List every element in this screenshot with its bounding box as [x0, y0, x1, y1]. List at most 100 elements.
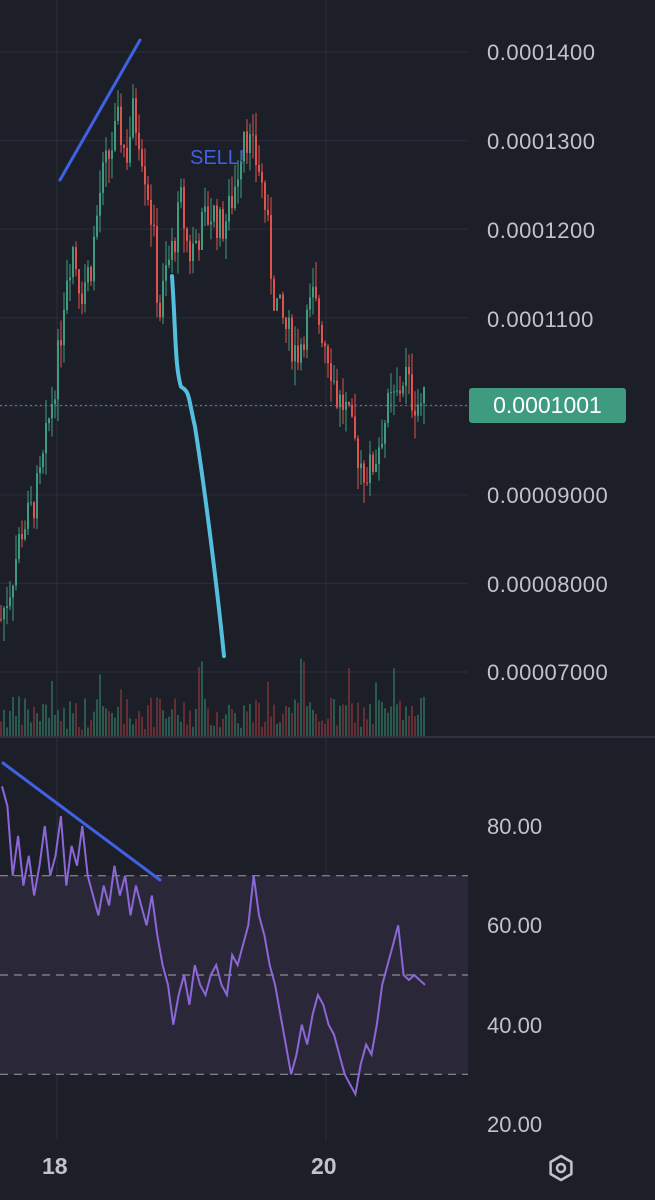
volume-bar [234, 713, 236, 736]
volume-bar [285, 705, 287, 736]
candle-body [366, 482, 368, 484]
candle-body [189, 240, 191, 262]
candle-body [174, 240, 176, 253]
candle-body [411, 374, 413, 411]
volume-bar [279, 722, 281, 736]
candle-body [324, 343, 326, 347]
candle-body [243, 131, 245, 162]
candle-body [393, 391, 395, 393]
candle-body [75, 247, 77, 270]
volume-bar [105, 708, 107, 736]
candle-body [153, 224, 155, 227]
volume-bar [339, 705, 341, 736]
candle-body [147, 184, 149, 200]
candle-body [267, 209, 269, 216]
candle-body [78, 269, 80, 294]
volume-bar [411, 706, 413, 736]
volume-bar [18, 696, 20, 736]
candle-body [162, 280, 164, 318]
candle-body [192, 243, 194, 262]
candle-body [327, 346, 329, 364]
price-trend-line[interactable] [58, 38, 142, 182]
candle-body [357, 438, 359, 469]
candle-body [351, 404, 353, 417]
rsi-line [1, 786, 426, 1098]
volume-bar [75, 703, 77, 736]
volume-bar [174, 698, 176, 736]
candle-body [381, 443, 383, 448]
volume-bar [123, 723, 125, 736]
volume-bars [0, 658, 425, 736]
candle-body [318, 298, 320, 325]
volume-bar [117, 706, 119, 736]
volume-bar [102, 706, 104, 736]
candle-body [9, 597, 11, 607]
volume-bar [240, 727, 242, 736]
volume-bar [216, 711, 218, 736]
volume-bar [213, 725, 215, 736]
volume-bar [189, 710, 191, 736]
volume-bar [390, 706, 392, 736]
candle-body [330, 363, 332, 382]
volume-bar [60, 721, 62, 736]
volume-bar [42, 703, 44, 736]
volume-bar [204, 698, 206, 736]
candle-body [198, 240, 200, 250]
volume-bar [309, 702, 311, 736]
candle-body [3, 607, 5, 620]
volume-bar [24, 698, 26, 736]
candle-body [399, 390, 401, 394]
volume-bar [345, 705, 347, 736]
volume-bar [198, 667, 200, 736]
candle-body [54, 399, 56, 404]
candle-body [255, 135, 257, 166]
candle-body [408, 366, 410, 375]
volume-bar [168, 716, 170, 736]
volume-bar [219, 727, 221, 736]
price-tick-label: 0.0001100 [487, 307, 594, 332]
volume-bar [288, 707, 290, 736]
volume-bar [84, 698, 86, 736]
volume-bar [246, 711, 248, 736]
volume-bar [228, 704, 230, 736]
candle-body [159, 302, 161, 318]
candle-body [30, 502, 32, 504]
rsi-trend-line[interactable] [1, 761, 162, 882]
volume-bar [192, 726, 194, 736]
candle-body [369, 454, 371, 484]
volume-bar [315, 714, 317, 736]
rsi-level-lines [0, 875, 468, 1075]
volume-bar [81, 729, 83, 736]
candle-body [171, 240, 173, 260]
volume-bar [9, 710, 11, 736]
volume-bar [414, 716, 416, 736]
volume-bar [138, 711, 140, 736]
volume-bar [378, 700, 380, 736]
volume-bar [291, 712, 293, 736]
candle-body [264, 182, 266, 210]
volume-bar [72, 713, 74, 736]
candle-body [300, 344, 302, 363]
volume-bar [0, 721, 2, 736]
candles [0, 84, 425, 642]
volume-bar [120, 689, 122, 736]
candle-body [135, 98, 137, 133]
price-tick-label: 0.0001300 [487, 129, 596, 154]
volume-bar [408, 715, 410, 736]
volume-bar [141, 716, 143, 736]
candle-body [6, 606, 8, 608]
volume-bar [195, 708, 197, 736]
candle-body [99, 192, 101, 216]
price-tick-label: 0.00007000 [487, 660, 609, 685]
candle-body [138, 132, 140, 150]
volume-bar [396, 704, 398, 736]
volume-bar [171, 709, 173, 736]
settings-gear-icon[interactable] [546, 1153, 576, 1183]
candle-body [231, 195, 233, 209]
volume-bar [87, 727, 89, 736]
drawn-down-line[interactable] [170, 274, 226, 659]
volume-bar [6, 727, 8, 736]
candle-body [117, 106, 119, 121]
candle-body [402, 385, 404, 394]
